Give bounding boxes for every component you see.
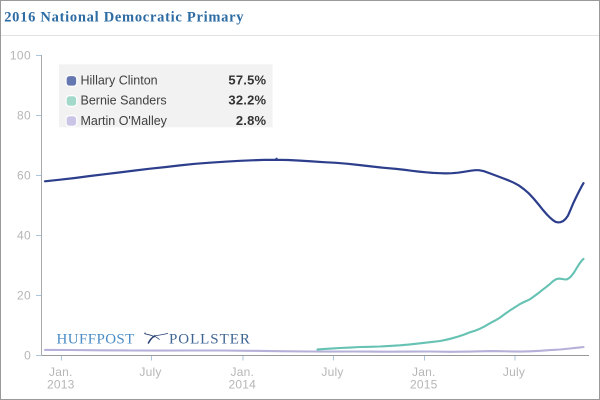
svg-text:Hillary Clinton: Hillary Clinton bbox=[81, 73, 158, 87]
svg-text:40: 40 bbox=[17, 229, 31, 243]
svg-text:2.8%: 2.8% bbox=[236, 113, 267, 128]
svg-text:60: 60 bbox=[17, 169, 31, 183]
svg-text:Jan.: Jan. bbox=[49, 365, 72, 379]
svg-text:2016 National Democratic Prima: 2016 National Democratic Primary bbox=[4, 10, 244, 26]
svg-text:0: 0 bbox=[24, 349, 31, 363]
svg-text:2014: 2014 bbox=[229, 377, 257, 391]
svg-text:July: July bbox=[321, 365, 343, 379]
svg-text:80: 80 bbox=[17, 109, 31, 123]
svg-text:Jan.: Jan. bbox=[412, 365, 435, 379]
svg-text:32.2%: 32.2% bbox=[228, 93, 266, 108]
svg-text:2013: 2013 bbox=[47, 377, 75, 391]
svg-text:HUFFPOST: HUFFPOST bbox=[57, 332, 135, 348]
svg-text:Bernie Sanders: Bernie Sanders bbox=[81, 94, 167, 108]
svg-text:Jan.: Jan. bbox=[231, 365, 254, 379]
svg-text:2015: 2015 bbox=[410, 377, 438, 391]
svg-text:57.5%: 57.5% bbox=[228, 73, 266, 88]
svg-text:Martin O'Malley: Martin O'Malley bbox=[81, 114, 168, 128]
svg-text:POLLSTER: POLLSTER bbox=[169, 332, 251, 348]
svg-text:July: July bbox=[139, 365, 161, 379]
svg-text:100: 100 bbox=[10, 49, 31, 63]
svg-text:July: July bbox=[503, 365, 525, 379]
svg-text:20: 20 bbox=[17, 289, 31, 303]
